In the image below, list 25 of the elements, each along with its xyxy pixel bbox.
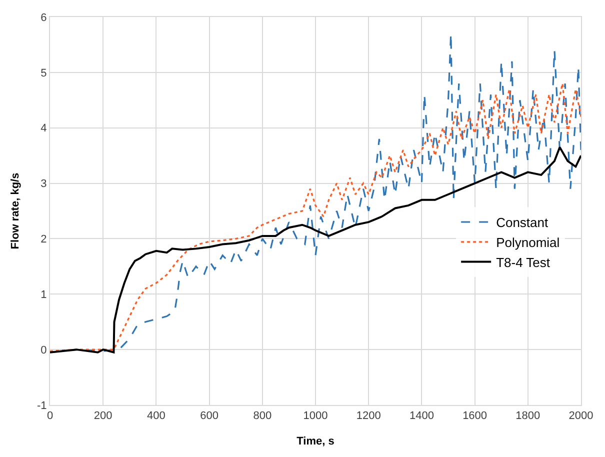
line-series <box>50 82 581 352</box>
y-tick-label: 1 <box>40 288 47 301</box>
y-tick-label: 3 <box>40 178 47 190</box>
y-tick-label: -1 <box>37 400 47 412</box>
y-tick-label: 0 <box>40 344 47 356</box>
y-tick-label: 6 <box>40 12 47 24</box>
legend-label: T8-4 Test <box>496 254 550 270</box>
x-tick-label: 1000 <box>303 410 328 422</box>
x-tick-label: 1200 <box>356 410 381 422</box>
legend-label: Constant <box>496 215 548 230</box>
y-tick-label: 5 <box>40 67 47 80</box>
legend-label: Polynomial <box>496 234 560 250</box>
x-tick-label: 800 <box>253 410 272 422</box>
y-tick-label: 2 <box>40 234 47 246</box>
x-tick-label: 600 <box>200 410 218 422</box>
line-series <box>50 146 581 354</box>
x-tick-label: 1800 <box>516 410 540 422</box>
y-tick-label: 4 <box>40 122 47 135</box>
x-tick-label: 1400 <box>409 410 434 422</box>
y-axis-title: Flow rate, kg/s <box>10 172 22 250</box>
x-tick-label: 400 <box>147 410 166 422</box>
x-axis-title: Time, s <box>296 435 334 448</box>
x-tick-label: 1600 <box>462 410 488 422</box>
x-tick-label: 2000 <box>568 410 594 422</box>
x-tick-label: 200 <box>94 410 112 422</box>
